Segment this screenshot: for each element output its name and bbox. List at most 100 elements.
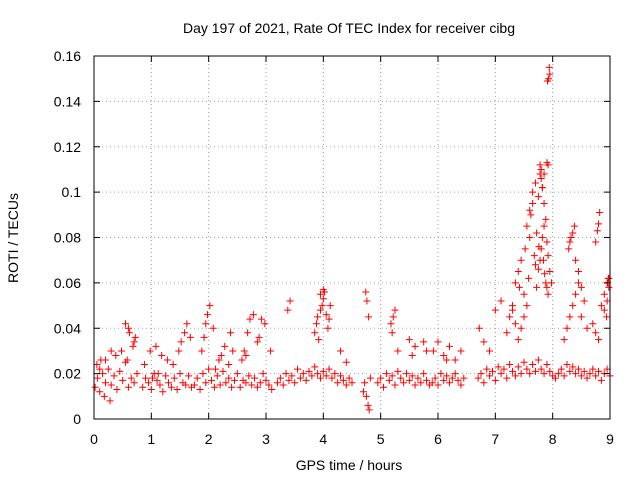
data-point [540, 222, 548, 230]
chart-title: Day 197 of 2021, Rate Of TEC Index for r… [183, 20, 515, 36]
data-point [238, 356, 246, 364]
data-point [569, 229, 577, 237]
data-point [170, 374, 178, 382]
data-point [454, 376, 462, 384]
data-point [557, 365, 565, 373]
data-point [255, 333, 263, 341]
data-point [334, 379, 342, 387]
data-point [140, 361, 148, 369]
data-point [259, 370, 267, 378]
data-point [93, 374, 101, 382]
data-point [316, 306, 324, 314]
x-tick-label: 8 [549, 431, 557, 447]
data-point [185, 372, 193, 380]
data-point [148, 374, 156, 382]
axis-ticks [93, 55, 611, 420]
data-point [219, 367, 227, 375]
data-point [342, 381, 350, 389]
data-point [569, 363, 577, 371]
data-point [405, 336, 413, 344]
data-point [190, 381, 198, 389]
data-point [583, 374, 591, 382]
data-point [199, 370, 207, 378]
x-tick-labels: 0 1 2 3 4 5 6 7 8 9 [90, 431, 614, 447]
data-point [537, 175, 545, 183]
data-point [312, 320, 320, 328]
data-point [139, 383, 147, 391]
data-point [603, 313, 611, 321]
y-tick-label: 0.14 [54, 93, 81, 109]
data-point [152, 342, 160, 350]
data-point [577, 372, 585, 380]
data-point [572, 256, 580, 264]
data-point [491, 376, 499, 384]
data-point [130, 379, 138, 387]
data-point [529, 361, 537, 369]
data-point [319, 295, 327, 303]
data-point [325, 365, 333, 373]
data-point [316, 290, 324, 298]
data-point [388, 372, 396, 380]
data-point [100, 392, 108, 400]
data-point [233, 370, 241, 378]
data-point [311, 329, 319, 337]
data-point [337, 372, 345, 380]
data-point [546, 268, 554, 276]
data-point [217, 351, 225, 359]
data-point [540, 170, 548, 178]
data-point [267, 347, 275, 355]
data-point [213, 372, 221, 380]
data-point [186, 333, 194, 341]
data-point [497, 297, 505, 305]
data-point [365, 406, 373, 414]
data-point [526, 206, 534, 214]
data-point [226, 329, 234, 337]
data-point [163, 356, 171, 364]
data-point [162, 372, 170, 380]
data-point [193, 374, 201, 382]
data-point [322, 311, 330, 319]
data-point [315, 336, 323, 344]
data-point [417, 379, 425, 387]
data-point [600, 290, 608, 298]
data-point [279, 381, 287, 389]
data-point [212, 365, 220, 373]
data-point [589, 365, 597, 373]
data-point [131, 333, 139, 341]
data-point [529, 188, 537, 196]
data-point [245, 372, 253, 380]
data-point [210, 383, 218, 391]
data-point [531, 261, 539, 269]
data-point [129, 342, 137, 350]
data-point [500, 365, 508, 373]
data-point [548, 279, 556, 287]
data-point [517, 370, 525, 378]
data-point [486, 372, 494, 380]
data-point [580, 367, 588, 375]
data-point [538, 184, 546, 192]
data-point [494, 363, 502, 371]
data-point [296, 374, 304, 382]
data-point [431, 374, 439, 382]
data-point [480, 338, 488, 346]
x-tick-label: 0 [90, 431, 98, 447]
y-tick-label: 0.04 [54, 320, 81, 336]
data-point [560, 336, 568, 344]
data-point [104, 365, 112, 373]
x-tick-label: 2 [205, 431, 213, 447]
data-point [411, 381, 419, 389]
data-point [477, 370, 485, 378]
data-point [394, 367, 402, 375]
data-point [544, 252, 552, 260]
data-point [521, 245, 529, 253]
y-tick-label: 0.1 [62, 184, 82, 200]
y-axis-label: ROTI / TECUs [5, 193, 21, 283]
data-point [215, 356, 223, 364]
data-point [228, 383, 236, 391]
data-point [361, 379, 369, 387]
data-point [154, 370, 162, 378]
data-point [593, 227, 601, 235]
data-point [440, 351, 448, 359]
data-point [520, 358, 528, 366]
data-point [544, 290, 552, 298]
